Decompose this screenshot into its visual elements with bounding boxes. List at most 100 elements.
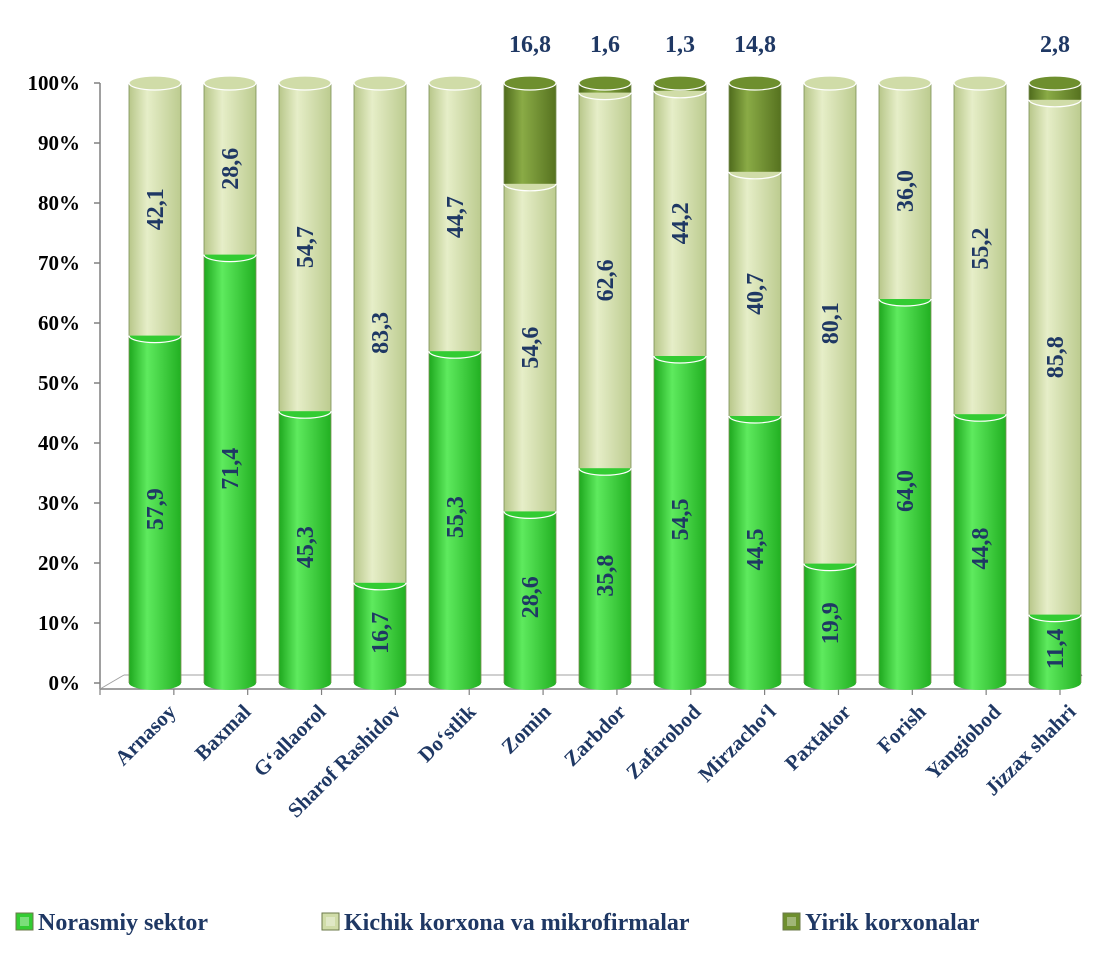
data-label: 62,6 [593,259,619,301]
bar-segment [279,411,331,683]
bar-group [878,75,932,690]
data-label: 44,2 [668,202,694,244]
data-label: 54,5 [668,499,694,541]
bar-base-cap [654,676,706,690]
bar-group [428,75,482,690]
data-label: 55,2 [968,228,994,270]
bar-segment [1029,614,1081,683]
legend-label: Norasmiy sektor [38,910,208,936]
bar-group [653,75,707,690]
bar-segment [429,83,481,352]
bar-segment [504,183,556,512]
x-category-label: Forish [872,699,930,757]
bar-segment [654,90,706,357]
bar-segment [729,83,781,172]
bar-base-cap [354,676,406,690]
data-label: 36,0 [893,170,919,212]
bar-segment [729,171,781,416]
bar-segment [579,468,631,683]
x-category-label: Do‘stlik [413,699,481,767]
legend-swatch [782,912,801,931]
x-category-label: Mirzacho‘l [693,699,780,786]
bar-group [128,75,182,690]
bar-base-cap [879,676,931,690]
bar-segment [804,83,856,564]
x-category-label: Paxtakor [780,700,856,776]
legend-swatch [321,912,340,931]
data-label-top: 16,8 [509,32,551,58]
y-tick-label: 80% [38,191,80,215]
data-label: 40,7 [743,273,769,315]
y-tick-label: 0% [49,671,81,695]
bar-segment [1029,99,1081,615]
bar-group [203,75,257,690]
bar-top-cap [878,75,932,91]
data-label: 28,6 [518,576,544,618]
bar-top-cap [1028,75,1082,91]
y-tick-label: 50% [38,371,80,395]
bar-base-cap [579,676,631,690]
data-label: 80,1 [818,302,844,344]
bar-top-cap [203,75,257,91]
data-label: 54,7 [293,226,319,268]
y-tick-label: 60% [38,311,80,335]
bar-group [503,75,557,690]
bar-base-cap [804,676,856,690]
bar-base-cap [279,676,331,690]
y-tick-label: 40% [38,431,80,455]
y-tick-label: 100% [28,71,81,95]
data-label: 64,0 [893,470,919,512]
bar-group [578,75,632,690]
bar-base-cap [204,676,256,690]
bar-base-cap [1029,676,1081,690]
bar-base-cap [729,676,781,690]
data-label-top: 2,8 [1040,32,1070,58]
data-label: 16,7 [368,612,394,654]
data-label: 83,3 [368,312,394,354]
bar-segment [204,83,256,255]
data-label-top: 1,3 [665,32,695,58]
x-category-label: Zafarobod [621,699,706,784]
data-label: 42,1 [143,188,169,230]
bar-segment [954,83,1006,415]
bar-segment [954,414,1006,683]
bar-top-cap [503,75,557,91]
bar-group [953,75,1007,690]
bar-base-cap [129,676,181,690]
bar-top-cap [653,75,707,91]
bar-group [353,75,407,690]
data-label: 55,3 [443,496,469,538]
data-label: 19,9 [818,602,844,644]
data-label: 11,4 [1043,628,1069,669]
bar-segment [204,254,256,683]
y-tick-label: 10% [38,611,80,635]
floor-edge-left [99,674,125,690]
y-tick-label: 70% [38,251,80,275]
data-label: 85,8 [1043,336,1069,378]
legend-swatch-highlight [787,917,796,926]
data-label: 28,6 [218,148,244,190]
y-tick-label: 30% [38,491,80,515]
bar-segment [354,83,406,583]
bar-top-cap [128,75,182,91]
legend-item: Norasmiy sektor [15,910,208,936]
data-label-top: 1,6 [590,32,620,58]
data-label: 44,5 [743,529,769,571]
x-category-label: Arnasoy [110,699,181,770]
x-category-label: Zarbdor [559,700,630,771]
legend-item: Kichik korxona va mikrofirmalar [321,910,690,936]
bar-top-cap [428,75,482,91]
bar-segment [504,511,556,683]
bar-top-cap [803,75,857,91]
bar-segment [804,563,856,683]
bar-base-cap [954,676,1006,690]
data-label: 45,3 [293,526,319,568]
x-category-label: Zomin [496,699,555,758]
data-label-top: 14,8 [734,32,776,58]
data-label: 44,8 [968,528,994,570]
bar-group [278,75,332,690]
bar-top-cap [278,75,332,91]
bar-base-cap [429,676,481,690]
bar-segment [879,83,931,299]
